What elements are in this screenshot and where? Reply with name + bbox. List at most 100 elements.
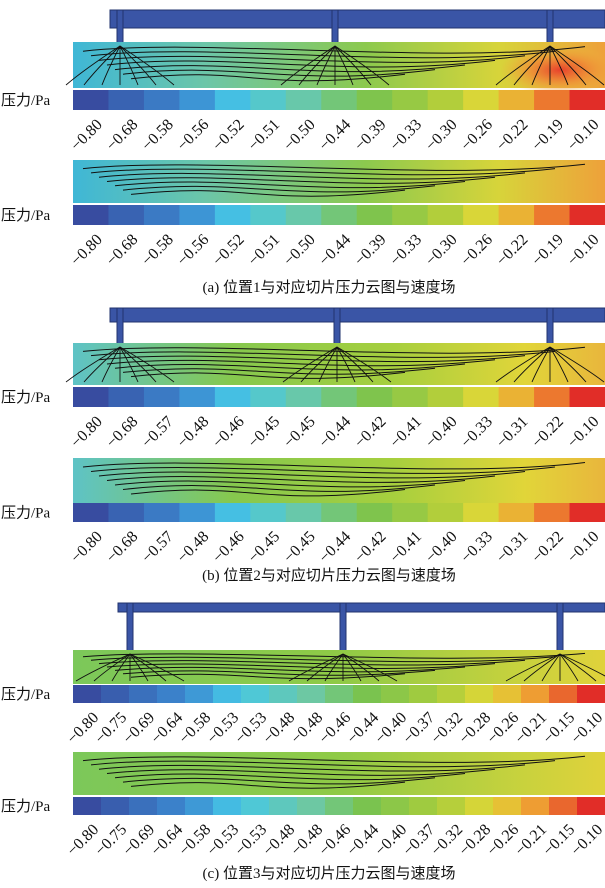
streamline xyxy=(324,653,344,682)
streamline xyxy=(280,45,336,86)
colorbar-segment xyxy=(179,205,216,225)
colorbar-segment xyxy=(465,797,494,815)
colorbar-tick-label: −0.40 xyxy=(372,709,410,747)
colorbar-tick-label: −0.44 xyxy=(344,709,382,747)
colorbar-tick-label: −0.69 xyxy=(120,709,158,747)
colorbar-segment xyxy=(108,387,145,407)
colorbar-segment xyxy=(325,797,354,815)
streamline xyxy=(129,653,149,682)
colorbar-segment xyxy=(213,797,242,815)
colorbar-segment xyxy=(143,90,180,110)
colorbar-segment xyxy=(463,503,500,522)
colorbar-segment xyxy=(73,205,109,225)
streamline xyxy=(101,45,121,86)
colorbar-tick-label: −0.45 xyxy=(245,413,283,451)
streamline xyxy=(106,768,496,776)
colorbar-tick-label: −0.40 xyxy=(422,528,460,566)
streamline xyxy=(130,371,406,379)
streamline xyxy=(93,653,131,682)
colorbar-segment xyxy=(465,685,494,703)
pipe-drop xyxy=(333,307,341,350)
streamline xyxy=(549,346,569,383)
streamline xyxy=(130,781,406,789)
colorbar-tick-label: −0.48 xyxy=(174,528,212,566)
streamline xyxy=(106,176,496,184)
streamline xyxy=(101,346,121,383)
colorbar-segment xyxy=(463,90,500,110)
colorbar-tick-label: −0.40 xyxy=(422,413,460,451)
colorbar-tick-label: −0.80 xyxy=(64,821,102,859)
colorbar-tick-label: −0.15 xyxy=(540,821,578,859)
colorbar-segment xyxy=(437,685,466,703)
colorbar-tick-label: −0.33 xyxy=(458,413,496,451)
colorbar-segment xyxy=(392,90,429,110)
streamline xyxy=(316,45,336,86)
colorbar-segment xyxy=(179,387,216,407)
pipe xyxy=(117,602,605,613)
colorbar-tick-label: −0.10 xyxy=(564,116,602,154)
colorbar-tick-label: −0.41 xyxy=(387,413,425,451)
colorbar-tick-label: −0.31 xyxy=(493,528,531,566)
streamline xyxy=(111,653,131,682)
colorbar-segment xyxy=(356,205,393,225)
colorbar-tick-label: −0.46 xyxy=(210,413,248,451)
colorbar-tick-label: −0.80 xyxy=(68,231,106,269)
streamline xyxy=(114,181,466,189)
colorbar-segment xyxy=(521,797,550,815)
colorbar-segment xyxy=(409,685,438,703)
colorbar-label: 压力/Pa xyxy=(1,389,51,406)
streamline xyxy=(82,46,586,54)
colorbar-tick-label: −0.58 xyxy=(139,231,177,269)
streamline xyxy=(122,69,436,77)
colorbar-tick-label: −0.80 xyxy=(68,413,106,451)
colorbar-tick-label: −0.80 xyxy=(64,709,102,747)
colorbar-tick-label: −0.53 xyxy=(204,709,242,747)
streamline xyxy=(549,45,569,86)
colorbar-tick-label: −0.26 xyxy=(458,116,496,154)
colorbar-segment xyxy=(353,685,382,703)
colorbar-segment xyxy=(549,685,578,703)
colorbar-tick-label: −0.52 xyxy=(210,116,248,154)
colorbar-segment xyxy=(250,387,287,407)
colorbar-segment xyxy=(521,685,550,703)
streamline xyxy=(114,666,466,673)
colorbar-segment xyxy=(498,90,535,110)
colorbar-segment xyxy=(427,90,464,110)
colorbar-segment xyxy=(392,205,429,225)
colorbar-label: 压力/Pa xyxy=(1,505,51,522)
colorbar-segment xyxy=(463,205,500,225)
streamline xyxy=(334,45,372,86)
streamline xyxy=(559,653,579,682)
streamline xyxy=(106,59,496,68)
streamline xyxy=(531,45,551,86)
streamline xyxy=(114,773,466,781)
colorbar-tick-label: −0.15 xyxy=(540,709,578,747)
colorbar-segment xyxy=(250,205,287,225)
high-pressure-zone xyxy=(500,45,605,95)
pressure-contour xyxy=(73,752,605,795)
colorbar-tick-label: −0.10 xyxy=(564,413,602,451)
streamline xyxy=(119,346,157,383)
streamline xyxy=(90,760,556,768)
colorbar-tick-label: −0.44 xyxy=(316,528,354,566)
colorbar-segment xyxy=(493,685,522,703)
streamline xyxy=(90,656,556,663)
colorbar-segment xyxy=(569,90,605,110)
colorbar-tick-label: −0.57 xyxy=(139,413,177,451)
streamline xyxy=(98,55,526,63)
colorbar-segment xyxy=(179,503,216,522)
colorbar-segment xyxy=(392,503,429,522)
colorbar-tick-label: −0.33 xyxy=(387,231,425,269)
colorbar-tick-label: −0.68 xyxy=(103,116,141,154)
colorbar-segment xyxy=(143,387,180,407)
colorbar-tick-label: −0.28 xyxy=(456,709,494,747)
colorbar-tick-label: −0.48 xyxy=(288,709,326,747)
colorbar-tick-label: −0.68 xyxy=(103,413,141,451)
colorbar-tick-label: −0.46 xyxy=(316,709,354,747)
streamline xyxy=(122,484,436,492)
colorbar-segment xyxy=(73,503,109,522)
colorbar-segment xyxy=(353,797,382,815)
streamline xyxy=(82,346,586,354)
colorbar-tick-label: −0.44 xyxy=(316,231,354,269)
